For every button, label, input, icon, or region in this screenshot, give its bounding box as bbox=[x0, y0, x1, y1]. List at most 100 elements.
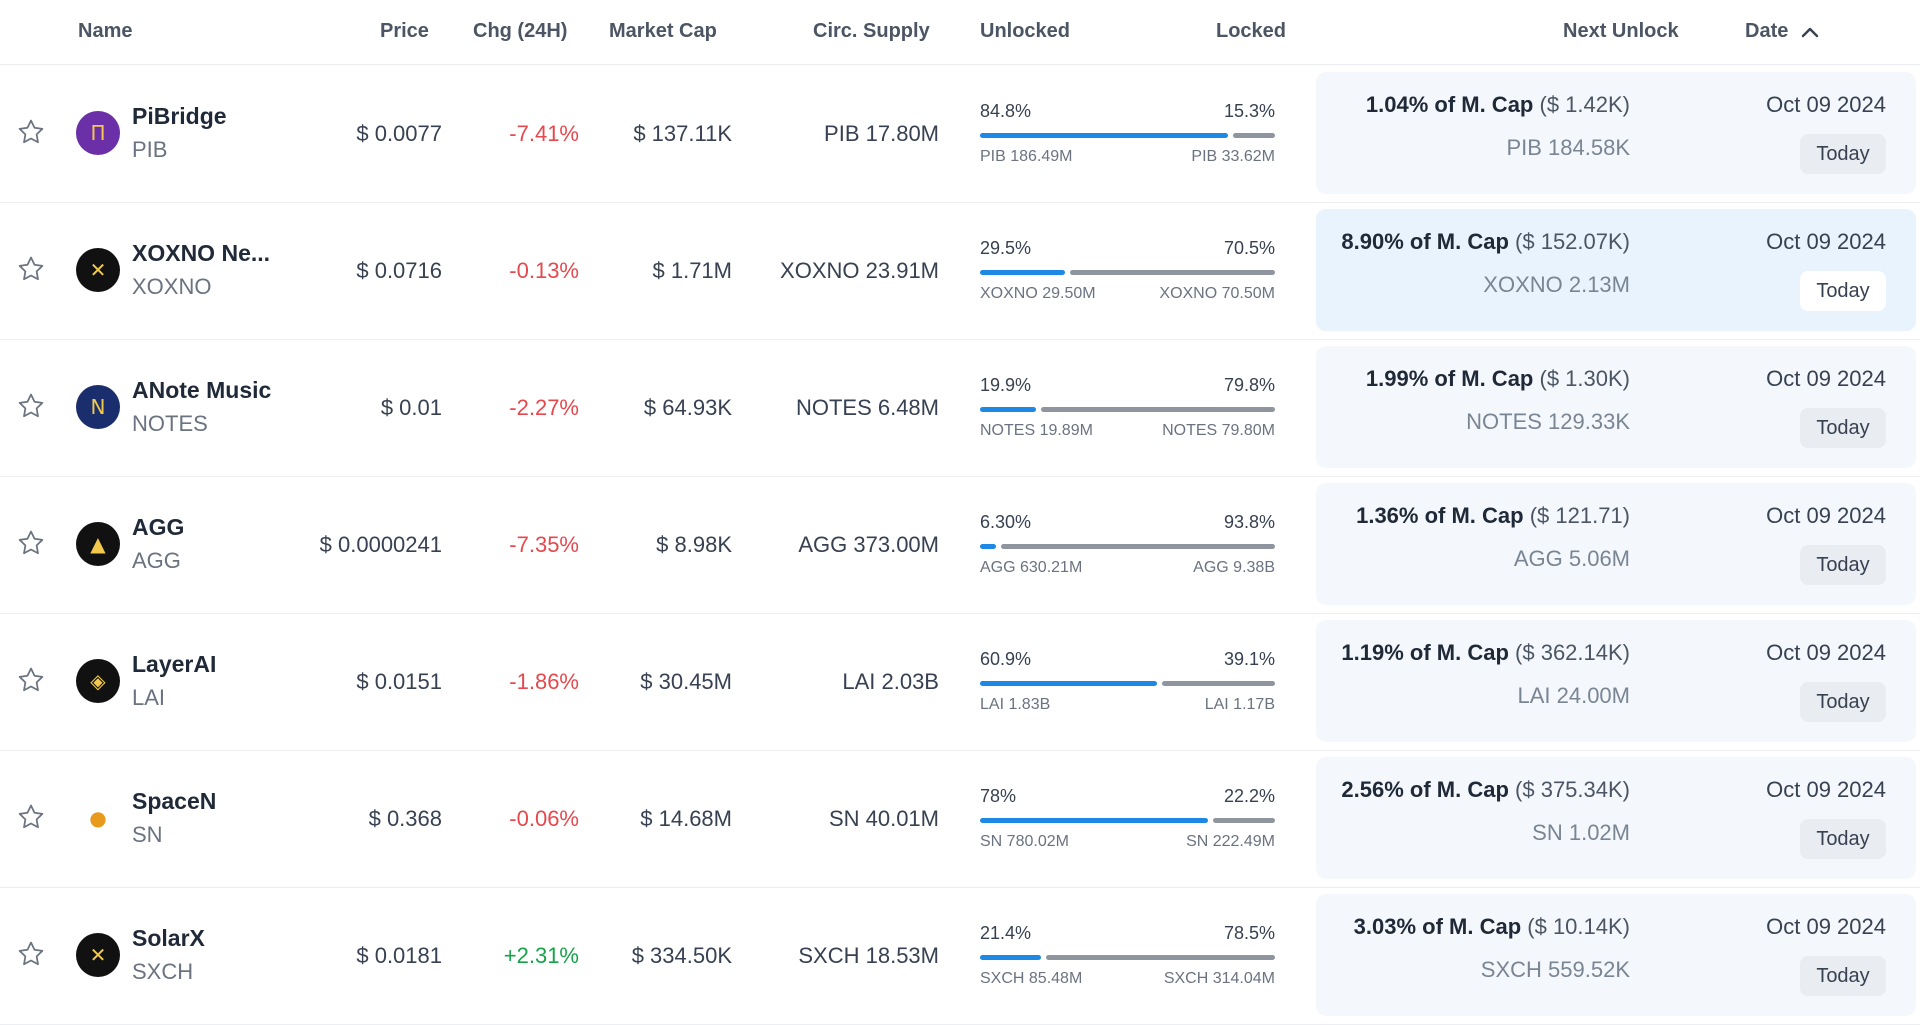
token-name[interactable]: SpaceN bbox=[132, 788, 217, 814]
unlock-progress bbox=[980, 133, 1275, 139]
token-logo-icon: N bbox=[76, 385, 120, 429]
unlock-value: ($ 121.71) bbox=[1529, 503, 1630, 528]
price: $ 0.368 bbox=[368, 806, 442, 831]
locked-bar bbox=[1162, 681, 1275, 686]
next-unlock-card[interactable]: 2.56% of M. Cap ($ 375.34K) SN 1.02M Oct… bbox=[1316, 757, 1916, 879]
star-icon[interactable] bbox=[16, 391, 48, 423]
unlocked-bar bbox=[980, 270, 1065, 275]
circ-supply: PIB 17.80M bbox=[824, 121, 939, 146]
header-market-cap[interactable]: Market Cap bbox=[609, 20, 717, 42]
price: $ 0.0000241 bbox=[319, 532, 442, 557]
table-row[interactable]: ✕ XOXNO Ne... XOXNO $ 0.0716 -0.13% $ 1.… bbox=[0, 202, 1920, 340]
header-next-unlock[interactable]: Next Unlock bbox=[1563, 20, 1679, 42]
next-unlock-card[interactable]: 8.90% of M. Cap ($ 152.07K) XOXNO 2.13M … bbox=[1316, 209, 1916, 331]
token-name[interactable]: XOXNO Ne... bbox=[132, 240, 271, 266]
unlock-date: Oct 09 2024 bbox=[1766, 229, 1886, 254]
header-circ-supply[interactable]: Circ. Supply bbox=[813, 20, 930, 42]
star-icon[interactable] bbox=[16, 802, 48, 834]
today-badge: Today bbox=[1800, 408, 1886, 448]
change-24h: +2.31% bbox=[503, 943, 579, 968]
locked-amount: AGG 9.38B bbox=[1193, 559, 1275, 576]
market-cap: $ 64.93K bbox=[643, 395, 732, 420]
next-unlock-card[interactable]: 1.19% of M. Cap ($ 362.14K) LAI 24.00M O… bbox=[1316, 620, 1916, 742]
unlock-date: Oct 09 2024 bbox=[1766, 777, 1886, 802]
unlock-progress bbox=[980, 544, 1275, 550]
locked-bar bbox=[1041, 407, 1275, 412]
star-icon[interactable] bbox=[16, 665, 48, 697]
header-locked[interactable]: Locked bbox=[1216, 20, 1287, 42]
next-unlock-card[interactable]: 3.03% of M. Cap ($ 10.14K) SXCH 559.52K … bbox=[1316, 894, 1916, 1016]
token-name[interactable]: LayerAI bbox=[132, 651, 217, 677]
locked-percent: 93.8% bbox=[1223, 512, 1275, 532]
unlock-progress bbox=[980, 270, 1275, 276]
unlock-date: Oct 09 2024 bbox=[1766, 503, 1886, 528]
unlock-progress bbox=[980, 681, 1275, 687]
change-24h: -7.41% bbox=[509, 121, 579, 146]
change-24h: -2.27% bbox=[509, 395, 579, 420]
star-icon[interactable] bbox=[16, 528, 48, 560]
header-date[interactable]: Date bbox=[1745, 20, 1820, 43]
locked-amount: SXCH 314.04M bbox=[1163, 970, 1275, 987]
unlock-value: ($ 152.07K) bbox=[1515, 229, 1630, 254]
next-unlock-title: 1.19% of M. Cap ($ 362.14K) bbox=[1341, 640, 1630, 666]
next-unlock-card[interactable]: 1.99% of M. Cap ($ 1.30K) NOTES 129.33K … bbox=[1316, 346, 1916, 468]
price: $ 0.0151 bbox=[356, 669, 442, 694]
price: $ 0.0181 bbox=[356, 943, 442, 968]
circ-supply: XOXNO 23.91M bbox=[780, 258, 939, 283]
locked-bar bbox=[1212, 818, 1275, 823]
token-name[interactable]: AGG bbox=[132, 514, 185, 540]
token-symbol: LAI bbox=[132, 685, 166, 710]
unlock-value: ($ 10.14K) bbox=[1527, 914, 1630, 939]
unlocked-percent: 6.30% bbox=[980, 512, 1032, 532]
unlocked-amount: AGG 630.21M bbox=[980, 559, 1083, 576]
unlocked-amount: SXCH 85.48M bbox=[980, 970, 1083, 987]
circ-supply: AGG 373.00M bbox=[798, 532, 939, 557]
token-logo-icon: ✕ bbox=[76, 933, 120, 977]
locked-bar bbox=[1045, 955, 1275, 960]
change-24h: -1.86% bbox=[509, 669, 579, 694]
header-name[interactable]: Name bbox=[78, 20, 133, 42]
next-unlock-card[interactable]: 1.36% of M. Cap ($ 121.71) AGG 5.06M Oct… bbox=[1316, 483, 1916, 605]
circ-supply: SN 40.01M bbox=[828, 806, 939, 831]
token-symbol: SN bbox=[132, 822, 163, 847]
next-unlock-title: 2.56% of M. Cap ($ 375.34K) bbox=[1341, 777, 1630, 803]
unlocked-percent: 19.9% bbox=[980, 375, 1032, 395]
unlock-date: Oct 09 2024 bbox=[1766, 640, 1886, 665]
token-logo-icon: Π bbox=[76, 111, 120, 155]
next-unlock-title: 1.04% of M. Cap ($ 1.42K) bbox=[1366, 92, 1630, 118]
unlocked-bar bbox=[980, 681, 1158, 686]
star-icon[interactable] bbox=[16, 117, 48, 149]
table-row[interactable]: N ANote Music NOTES $ 0.01 -2.27% $ 64.9… bbox=[0, 339, 1920, 477]
unlock-percent: 8.90% of M. Cap bbox=[1341, 229, 1509, 254]
table-row[interactable]: ▲ AGG AGG $ 0.0000241 -7.35% $ 8.98K AGG… bbox=[0, 476, 1920, 614]
locked-bar bbox=[1069, 270, 1275, 275]
table-row[interactable]: ● SpaceN SN $ 0.368 -0.06% $ 14.68M SN 4… bbox=[0, 750, 1920, 888]
token-logo-icon: ▲ bbox=[76, 522, 120, 566]
today-badge: Today bbox=[1800, 682, 1886, 722]
star-icon[interactable] bbox=[16, 254, 48, 286]
price: $ 0.0716 bbox=[356, 258, 442, 283]
table-row[interactable]: ◈ LayerAI LAI $ 0.0151 -1.86% $ 30.45M L… bbox=[0, 613, 1920, 751]
table-row[interactable]: Π PiBridge PIB $ 0.0077 -7.41% $ 137.11K… bbox=[0, 65, 1920, 203]
market-cap: $ 137.11K bbox=[633, 121, 732, 146]
token-name[interactable]: SolarX bbox=[132, 925, 205, 951]
unlocked-bar bbox=[980, 955, 1041, 960]
unlocked-percent: 29.5% bbox=[980, 238, 1032, 258]
unlocked-amount: PIB 186.49M bbox=[980, 148, 1073, 165]
token-logo-icon: ◈ bbox=[76, 659, 120, 703]
header-price[interactable]: Price bbox=[380, 20, 429, 42]
market-cap: $ 14.68M bbox=[640, 806, 732, 831]
star-icon[interactable] bbox=[16, 939, 48, 971]
token-name[interactable]: ANote Music bbox=[132, 377, 272, 403]
next-unlock-title: 8.90% of M. Cap ($ 152.07K) bbox=[1341, 229, 1630, 255]
unlocked-bar bbox=[980, 133, 1228, 138]
market-cap: $ 30.45M bbox=[640, 669, 732, 694]
table-row[interactable]: ✕ SolarX SXCH $ 0.0181 +2.31% $ 334.50K … bbox=[0, 887, 1920, 1025]
unlocked-percent: 60.9% bbox=[980, 649, 1032, 669]
unlock-value: ($ 1.30K) bbox=[1539, 366, 1631, 391]
unlock-percent: 1.19% of M. Cap bbox=[1341, 640, 1509, 665]
token-name[interactable]: PiBridge bbox=[132, 103, 227, 129]
header-unlocked[interactable]: Unlocked bbox=[980, 20, 1071, 42]
next-unlock-card[interactable]: 1.04% of M. Cap ($ 1.42K) PIB 184.58K Oc… bbox=[1316, 72, 1916, 194]
header-change[interactable]: Chg (24H) bbox=[473, 20, 568, 42]
